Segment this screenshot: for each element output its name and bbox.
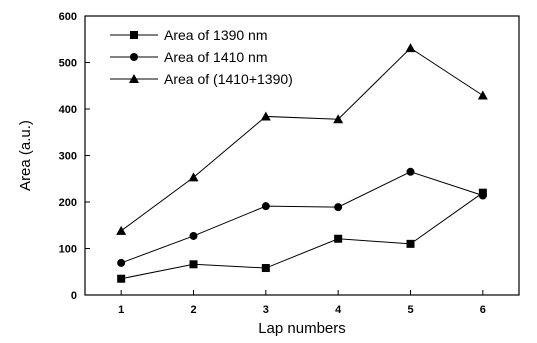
data-point: [116, 225, 127, 235]
data-point: [333, 114, 344, 124]
data-point: [117, 258, 126, 267]
legend: Area of 1390 nm Area of 1410 nm Area of (1…: [110, 27, 293, 87]
legend-marker: [130, 53, 138, 61]
data-point: [189, 231, 198, 240]
data-point: [406, 167, 415, 176]
x-tick-label: 4: [335, 304, 342, 316]
series-line: [120, 47, 484, 232]
x-tick-label: 6: [480, 304, 486, 316]
y-tick-label: 300: [59, 151, 77, 163]
data-point: [260, 111, 271, 121]
series-3: [116, 43, 488, 235]
data-point: [261, 202, 270, 211]
y-tick-label: 400: [59, 104, 77, 116]
y-tick-label: 100: [59, 244, 77, 256]
x-tick-label: 1: [118, 304, 124, 316]
legend-label: Area of 1390 nm: [164, 27, 268, 43]
legend-entry: Area of 1390 nm: [110, 27, 268, 43]
data-point: [189, 260, 198, 269]
legend-entry: Area of (1410+1390): [110, 71, 293, 87]
data-point: [188, 172, 199, 182]
x-tick-label: 5: [407, 304, 413, 316]
data-point: [477, 90, 488, 100]
x-tick-label: 2: [190, 304, 196, 316]
data-point: [478, 191, 487, 200]
data-point: [334, 203, 343, 212]
ticks: 0 100 200 300 400 500 600 1 2 3 4 5 6: [59, 11, 486, 316]
series-2: [117, 167, 487, 267]
legend-entry: Area of 1410 nm: [110, 49, 268, 65]
y-axis-title: Area (a.u.): [17, 120, 34, 191]
legend-marker: [130, 31, 138, 39]
x-axis-title: Lap numbers: [258, 320, 346, 337]
data-point: [261, 264, 270, 273]
data-point: [405, 43, 416, 53]
legend-label: Area of (1410+1390): [164, 71, 293, 87]
data-point: [334, 234, 343, 243]
x-tick-label: 3: [263, 304, 269, 316]
y-tick-label: 0: [71, 290, 77, 302]
series-layer: [116, 43, 488, 283]
y-tick-label: 600: [59, 11, 77, 23]
y-tick-label: 200: [59, 197, 77, 209]
legend-label: Area of 1410 nm: [164, 49, 268, 65]
series-line: [120, 171, 483, 264]
y-tick-label: 500: [59, 58, 77, 70]
series-1: [117, 188, 487, 283]
data-point: [406, 239, 415, 248]
series-line: [121, 192, 484, 280]
data-point: [117, 274, 126, 283]
legend-marker: [129, 74, 139, 83]
